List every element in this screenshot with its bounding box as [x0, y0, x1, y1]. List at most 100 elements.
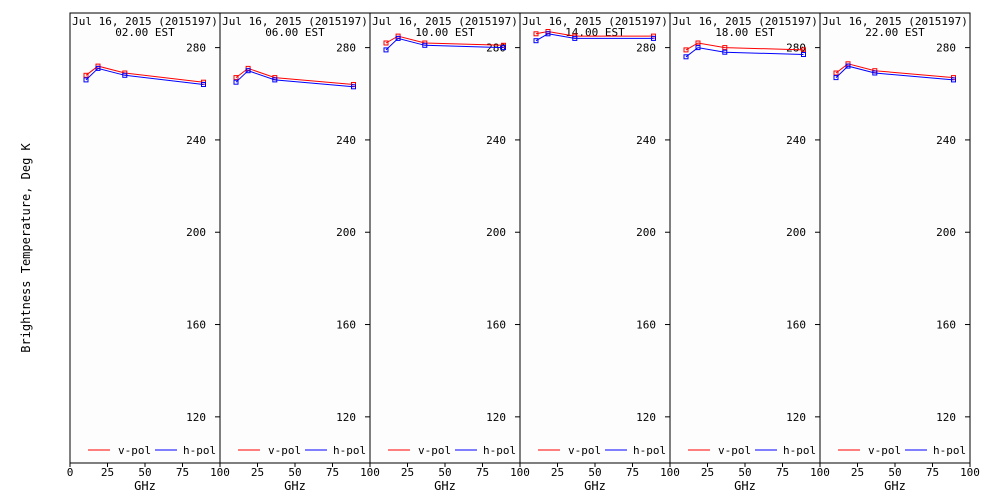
y-tick-label: 120: [786, 411, 806, 424]
data-point-v-pol: [801, 47, 806, 53]
legend-label: h-pol: [333, 444, 366, 457]
panel-6: Jul 16, 2015 (2015197)22.00 EST 120 160 200…: [819, 12, 980, 493]
y-tick-label: 240: [936, 134, 956, 147]
series-line-v-pol: [85, 65, 204, 83]
legend-label: h-pol: [633, 444, 666, 457]
panel-time: 18.00 EST: [715, 26, 775, 39]
data-point-h-pol: [533, 38, 539, 44]
panel-title: Jul 16, 2015 (2015197): [672, 15, 818, 28]
series-line-v-pol: [385, 35, 504, 46]
data-point-h-pol: [233, 79, 239, 85]
legend-label: v-pol: [868, 444, 901, 457]
x-tick-label: 75: [626, 466, 639, 479]
series-line-v-pol: [235, 67, 354, 85]
x-axis-label: GHz: [884, 479, 906, 493]
x-tick-label: 75: [926, 466, 939, 479]
panel-3: Jul 16, 2015 (2015197)10.00 EST 120 160 200…: [369, 12, 530, 493]
data-point-v-pol: [383, 40, 389, 46]
x-tick-label: 75: [776, 466, 789, 479]
x-tick-label: 75: [176, 466, 189, 479]
data-point-h-pol: [383, 47, 389, 53]
data-point-v-pol: [533, 31, 539, 37]
y-tick-label: 240: [636, 134, 656, 147]
y-tick-label: 120: [936, 411, 956, 424]
data-point-h-pol: [845, 63, 851, 69]
x-tick-label: 0: [67, 466, 74, 479]
panel-time: 22.00 EST: [865, 26, 925, 39]
panel-4: Jul 16, 2015 (2015197)14.00 EST 120 160 200…: [519, 12, 680, 493]
data-point-v-pol: [83, 72, 89, 78]
data-point-v-pol: [683, 47, 689, 53]
x-axis-label: GHz: [434, 479, 456, 493]
legend-label: v-pol: [568, 444, 601, 457]
legend-label: v-pol: [268, 444, 301, 457]
data-point-h-pol: [801, 52, 806, 57]
data-point-h-pol: [501, 45, 506, 51]
panel-title: Jul 16, 2015 (2015197): [522, 15, 668, 28]
x-tick-label: 25: [551, 466, 564, 479]
x-tick-label: 75: [326, 466, 339, 479]
y-tick-label: 240: [186, 134, 206, 147]
data-point-v-pol: [722, 45, 728, 51]
y-tick-label: 200: [486, 226, 506, 239]
x-tick-label: 100: [960, 466, 980, 479]
x-tick-label: 50: [738, 466, 751, 479]
plot-frame: [69, 12, 221, 464]
series-line-v-pol: [685, 42, 804, 51]
x-tick-label: 50: [138, 466, 151, 479]
y-tick-label: 280: [336, 42, 356, 55]
y-axis-label: Brightness Temperature, Deg K: [19, 142, 33, 352]
x-tick-label: 50: [888, 466, 901, 479]
y-tick-label: 160: [636, 319, 656, 332]
y-tick-label: 160: [186, 319, 206, 332]
y-tick-label: 200: [336, 226, 356, 239]
data-point-h-pol: [833, 75, 839, 81]
data-point-v-pol: [695, 40, 701, 46]
panel-title: Jul 16, 2015 (2015197): [372, 15, 518, 28]
x-tick-label: 100: [660, 466, 680, 479]
series-line-h-pol: [85, 67, 204, 85]
x-axis-label: GHz: [584, 479, 606, 493]
legend-label: v-pol: [418, 444, 451, 457]
data-point-h-pol: [695, 45, 701, 51]
data-point-h-pol: [545, 31, 551, 37]
data-point-v-pol: [833, 70, 839, 76]
x-axis-label: GHz: [284, 479, 306, 493]
series-line-h-pol: [385, 37, 504, 51]
panel-5: Jul 16, 2015 (2015197)18.00 EST 120 160 200…: [669, 12, 830, 493]
x-tick-label: 100: [210, 466, 230, 479]
y-tick-label: 240: [336, 134, 356, 147]
data-point-h-pol: [872, 70, 878, 76]
legend-label: h-pol: [933, 444, 966, 457]
data-point-h-pol: [95, 65, 101, 71]
y-tick-label: 160: [786, 319, 806, 332]
y-tick-label: 120: [486, 411, 506, 424]
y-tick-label: 120: [186, 411, 206, 424]
panel-1: Jul 16, 2015 (2015197)02.00 EST 120 160 200…: [67, 12, 230, 493]
x-axis-label: GHz: [134, 479, 156, 493]
y-tick-label: 200: [936, 226, 956, 239]
x-tick-label: 50: [588, 466, 601, 479]
panel-time: 02.00 EST: [115, 26, 175, 39]
data-point-h-pol: [245, 68, 251, 74]
x-tick-label: 25: [101, 466, 114, 479]
x-tick-label: 100: [810, 466, 830, 479]
legend-label: v-pol: [118, 444, 151, 457]
panel-title: Jul 16, 2015 (2015197): [822, 15, 968, 28]
y-tick-label: 160: [936, 319, 956, 332]
plot-frame: [369, 12, 521, 464]
series-line-h-pol: [235, 70, 354, 88]
data-point-h-pol: [572, 35, 578, 41]
plot-frame: [669, 12, 821, 464]
y-tick-label: 280: [636, 42, 656, 55]
panel-title: Jul 16, 2015 (2015197): [222, 15, 368, 28]
x-tick-label: 25: [701, 466, 714, 479]
y-tick-label: 280: [936, 42, 956, 55]
data-point-h-pol: [422, 42, 428, 48]
x-tick-label: 25: [401, 466, 414, 479]
y-tick-label: 240: [486, 134, 506, 147]
data-point-v-pol: [233, 75, 239, 81]
series-line-h-pol: [685, 47, 804, 58]
series-line-h-pol: [535, 33, 654, 42]
x-tick-label: 25: [851, 466, 864, 479]
